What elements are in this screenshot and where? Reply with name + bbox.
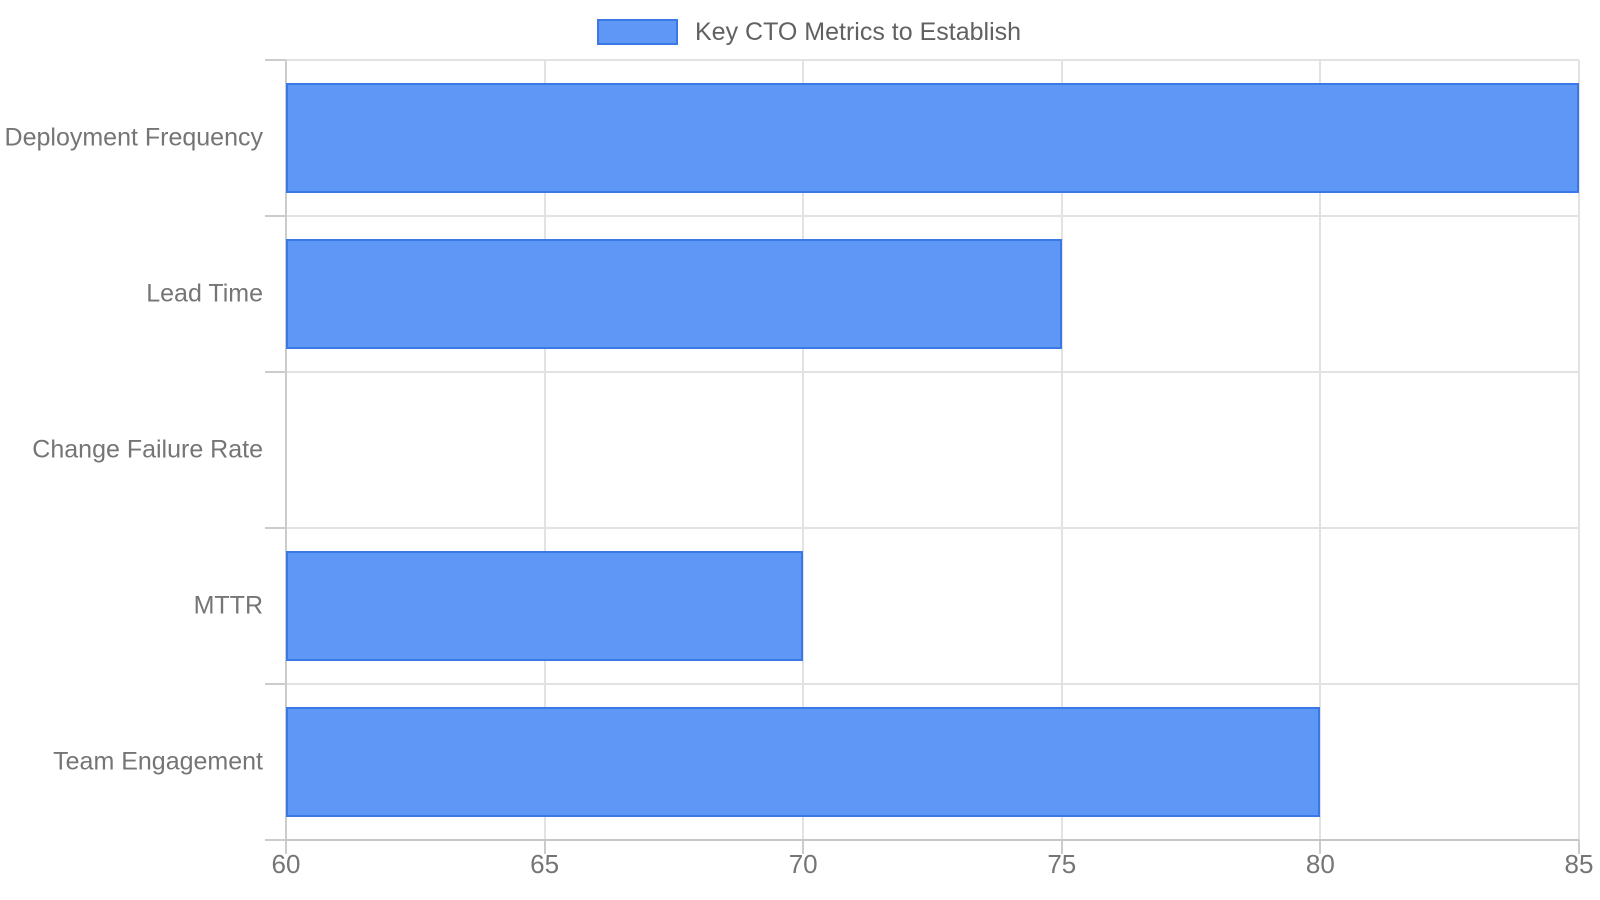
y-tick-mark [265,59,286,61]
x-tick-mark [285,840,287,854]
gridline-vertical [802,60,805,840]
gridline-vertical [1060,60,1063,840]
chart-legend: Key CTO Metrics to Establish [597,19,1021,45]
x-tick-label: 75 [1047,849,1077,879]
y-tick-mark [265,215,286,217]
x-tick-label: 70 [788,849,818,879]
x-tick-mark [543,840,546,854]
category-label: Change Failure Rate [32,435,263,464]
x-tick-mark [1578,840,1580,854]
gridline-horizontal [286,59,1579,61]
x-tick-mark [802,840,805,854]
legend-swatch [597,19,678,45]
y-tick-mark [265,683,286,685]
y-tick-mark [265,527,286,529]
y-tick-mark [265,371,286,373]
bar-lead-time[interactable] [286,239,1062,349]
chart-title: Key CTO Metrics to Establish [695,18,1022,46]
category-label: Team Engagement [53,747,263,776]
gridline-horizontal [286,215,1579,217]
x-tick-mark [1060,840,1063,854]
category-label: Lead Time [146,279,263,308]
bar-team-engagement[interactable] [286,707,1320,817]
y-tick-mark [265,839,286,841]
category-label: MTTR [193,591,263,620]
bar-deployment-frequency[interactable] [286,83,1579,193]
plot-area [265,59,1580,854]
gridline-horizontal [286,527,1579,529]
gridline-vertical [543,60,546,840]
bar-mttr[interactable] [286,551,803,661]
x-tick-label: 60 [271,849,301,879]
x-tick-label: 85 [1564,849,1594,879]
gridline-vertical [1319,60,1322,840]
y-axis-labels: Deployment Frequency Lead Time Change Fail… [0,60,263,840]
x-tick-mark [1319,840,1322,854]
gridline-horizontal [286,683,1579,685]
x-axis-line [286,839,1579,841]
gridline-vertical [1578,60,1580,840]
x-tick-label: 65 [530,849,560,879]
x-tick-label: 80 [1305,849,1335,879]
y-axis-line [285,60,287,840]
gridline-horizontal [286,371,1579,373]
category-label: Deployment Frequency [4,123,263,152]
